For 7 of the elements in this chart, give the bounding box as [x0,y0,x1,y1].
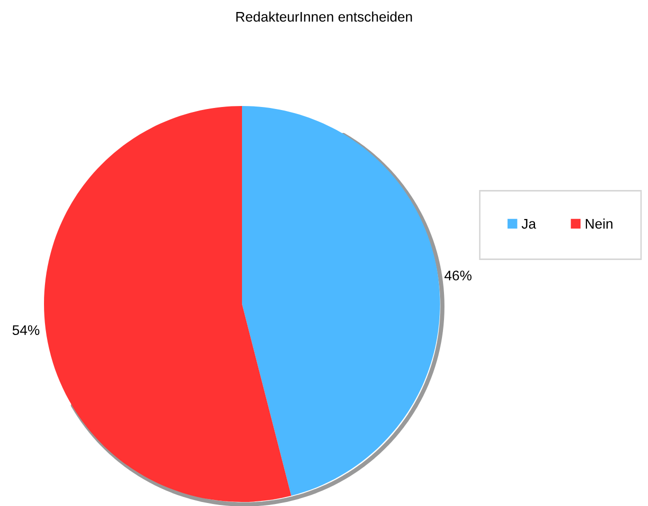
data-label: 54% [12,325,40,336]
chart-title: RedakteurInnen entscheiden [236,12,412,22]
legend-label: Nein [586,218,612,229]
legend-label: Ja [522,219,536,229]
data-label: 46% [444,270,472,280]
pie-slice [242,106,440,496]
pie-slice [44,106,292,502]
